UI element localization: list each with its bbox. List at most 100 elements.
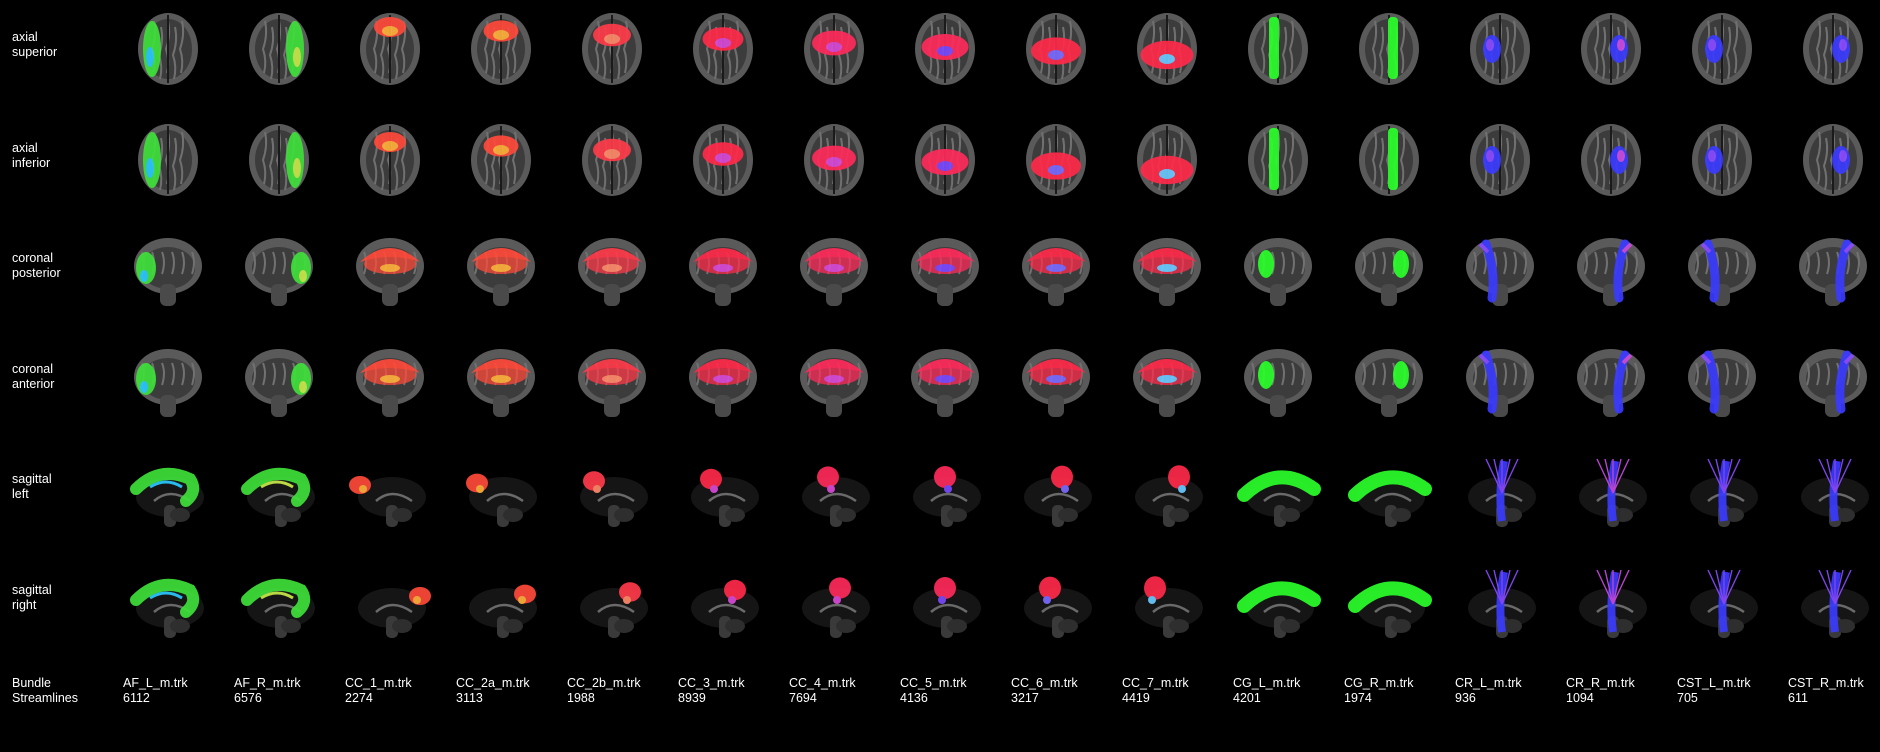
tract-image [467, 238, 535, 307]
bundle-render-axial-superior [675, 1, 771, 97]
bundle-render-coronal-anterior [1785, 333, 1880, 429]
bundle-render-axial-inferior [342, 112, 438, 208]
tract-image [249, 13, 309, 85]
streamline-count: 4419 [1122, 691, 1150, 705]
tract-image [1688, 348, 1756, 417]
bundle-render-sagittal-right [564, 554, 660, 650]
bundle-footer: CC_2a_m.trk 3113 [456, 676, 530, 706]
bundle-render-axial-inferior [231, 112, 327, 208]
tract-image [134, 238, 202, 307]
tract-image [1022, 238, 1090, 307]
bundle-render-coronal-anterior [564, 333, 660, 429]
bundle-render-axial-inferior [1008, 112, 1104, 208]
tract-image [578, 348, 646, 417]
bundle-name: CC_6_m.trk [1011, 676, 1078, 690]
tract-image [1803, 13, 1863, 85]
bundle-render-coronal-posterior [1452, 222, 1548, 318]
tract-image [1468, 459, 1536, 528]
tract-image [1133, 238, 1201, 307]
bundle-name: CC_5_m.trk [900, 676, 967, 690]
bundle-footer: AF_R_m.trk 6576 [234, 676, 301, 706]
tract-image [1466, 238, 1534, 307]
bundle-render-coronal-posterior [786, 222, 882, 318]
bundle-render-sagittal-right [675, 554, 771, 650]
bundle-render-axial-inferior [1119, 112, 1215, 208]
tract-image [691, 579, 759, 638]
bundle-render-coronal-anterior [120, 333, 216, 429]
tract-image [804, 123, 864, 196]
bundle-render-axial-inferior [1341, 112, 1437, 208]
tract-image [1355, 238, 1423, 307]
bundle-render-sagittal-left [1563, 443, 1659, 539]
tract-image [1470, 13, 1530, 85]
bundle-render-sagittal-right [1008, 554, 1104, 650]
tract-image [360, 123, 420, 196]
tract-image [1237, 581, 1321, 638]
row-label-plane: axial [12, 140, 38, 155]
row-label-sagittal-right: sagittal right [12, 583, 52, 613]
tract-image [245, 238, 313, 307]
tract-image [804, 13, 864, 85]
bundle-name: CC_2b_m.trk [567, 676, 641, 690]
bundle-render-axial-inferior [564, 112, 660, 208]
bundle-render-axial-inferior [897, 112, 993, 208]
bundle-render-sagittal-left [342, 443, 438, 539]
tract-image [693, 123, 753, 196]
bundle-render-sagittal-right [453, 554, 549, 650]
tract-image [800, 238, 868, 307]
row-label-plane: coronal [12, 251, 53, 266]
bundle-render-coronal-posterior [1008, 222, 1104, 318]
tract-image [580, 582, 648, 638]
row-label-side: inferior [12, 155, 51, 170]
bundle-render-axial-superior [1563, 1, 1659, 97]
row-label-side: right [12, 598, 37, 612]
bundle-footer: CST_L_m.trk 705 [1677, 676, 1751, 706]
bundle-render-sagittal-right [120, 554, 216, 650]
bundle-footer: CG_R_m.trk 1974 [1344, 676, 1413, 706]
tract-image [1690, 459, 1758, 528]
bundle-render-sagittal-left [231, 443, 327, 539]
bundle-render-axial-superior [786, 1, 882, 97]
bundle-footer: CC_2b_m.trk 1988 [567, 676, 641, 706]
bundle-render-sagittal-right [1563, 554, 1659, 650]
tract-image [1579, 569, 1647, 638]
bundle-render-sagittal-right [342, 554, 438, 650]
tract-image [471, 13, 531, 85]
tract-image [693, 13, 753, 85]
bundle-footer: CC_7_m.trk 4419 [1122, 676, 1189, 706]
bundle-footer: AF_L_m.trk 6112 [123, 676, 188, 706]
bundle-render-axial-superior [1341, 1, 1437, 97]
bundle-footer: CR_L_m.trk 936 [1455, 676, 1522, 706]
bundle-name: CST_L_m.trk [1677, 676, 1751, 690]
tract-image [130, 578, 204, 638]
streamline-count: 8939 [678, 691, 706, 705]
streamline-count: 3113 [456, 691, 483, 705]
bundle-render-coronal-anterior [1341, 333, 1437, 429]
streamline-count: 1094 [1566, 691, 1594, 705]
tract-image [1577, 238, 1645, 307]
bundle-render-sagittal-left [1452, 443, 1548, 539]
bundle-render-sagittal-right [1785, 554, 1880, 650]
bundle-render-axial-superior [564, 1, 660, 97]
bundle-render-axial-superior [1119, 1, 1215, 97]
tract-image [1799, 238, 1867, 307]
bundle-render-axial-inferior [453, 112, 549, 208]
streamline-count: 4201 [1233, 691, 1261, 705]
bundle-name: AF_L_m.trk [123, 676, 188, 690]
tract-image [1577, 348, 1645, 417]
row-label-plane: sagittal [12, 583, 52, 597]
bundle-name: CST_R_m.trk [1788, 676, 1864, 690]
bundle-render-sagittal-right [786, 554, 882, 650]
bundle-render-axial-superior [1008, 1, 1104, 97]
bundle-render-sagittal-right [1674, 554, 1770, 650]
tract-image [358, 587, 431, 638]
tract-image [1581, 13, 1641, 85]
tract-image [1135, 465, 1203, 528]
bundle-render-coronal-anterior [453, 333, 549, 429]
tract-image [130, 468, 204, 528]
bundle-render-sagittal-right [1452, 554, 1548, 650]
tract-image [1244, 348, 1312, 417]
bundle-render-sagittal-left [564, 443, 660, 539]
tract-image [249, 123, 309, 196]
tract-image [1348, 581, 1432, 638]
